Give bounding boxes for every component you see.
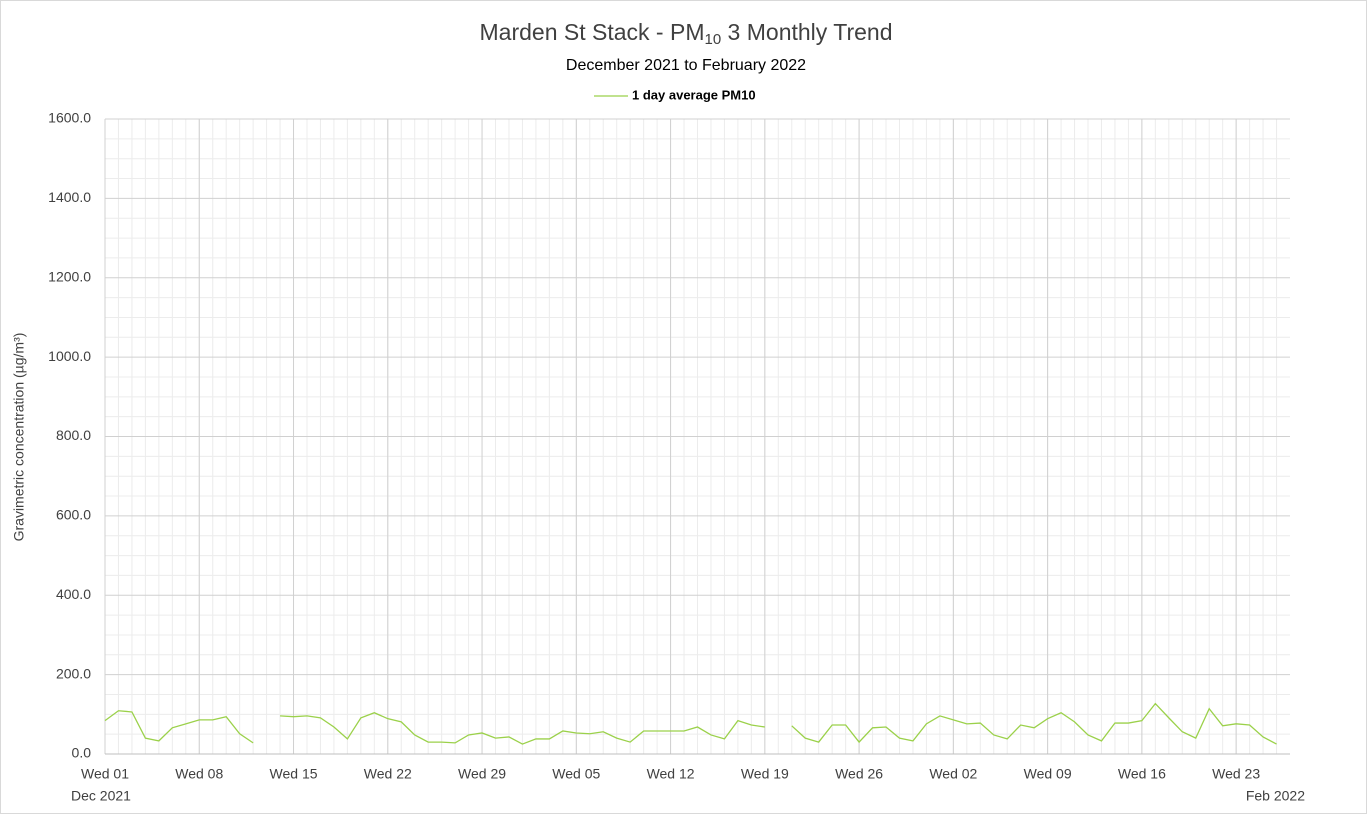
data-line — [104, 702, 1277, 745]
x-tick-label: Wed 19 — [741, 766, 789, 782]
y-tick-label: 1400.0 — [48, 189, 91, 205]
x-tick-label: Wed 01 — [81, 766, 129, 782]
y-tick-label: 1000.0 — [48, 348, 91, 364]
x-tick-label: Wed 16 — [1118, 766, 1166, 782]
y-tick-label: 400.0 — [56, 586, 91, 602]
title-part: Marden St Stack - PM — [480, 19, 705, 45]
x-tick-label: Wed 23 — [1212, 766, 1260, 782]
x-tick-label: Wed 15 — [270, 766, 318, 782]
x-tick-label: Wed 09 — [1024, 766, 1072, 782]
y-tick-label: 0.0 — [72, 745, 92, 761]
chart-title: Marden St Stack - PM10 3 Monthly Trend — [480, 19, 893, 48]
x-tick-label: Wed 12 — [647, 766, 695, 782]
title-subscript: 10 — [704, 31, 721, 48]
y-tick-label: 1200.0 — [48, 268, 91, 284]
x-tick-label: Wed 22 — [364, 766, 412, 782]
x-period-label: Dec 2021 — [71, 788, 131, 804]
x-period-label: Feb 2022 — [1246, 788, 1305, 804]
y-tick-label: 600.0 — [56, 507, 91, 523]
y-tick-label: 1600.0 — [48, 110, 91, 126]
x-tick-label: Wed 02 — [929, 766, 977, 782]
x-tick-label: Wed 08 — [175, 766, 223, 782]
x-tick-label: Wed 29 — [458, 766, 506, 782]
chart-subtitle: December 2021 to February 2022 — [566, 57, 806, 74]
x-tick-label: Wed 26 — [835, 766, 883, 782]
x-tick-label: Wed 05 — [552, 766, 600, 782]
title-part: 3 Monthly Trend — [721, 19, 892, 45]
y-tick-label: 200.0 — [56, 665, 91, 681]
legend-label: 1 day average PM10 — [632, 87, 756, 102]
y-axis-label: Gravimetric concentration (µg/m³) — [11, 333, 27, 542]
y-tick-label: 800.0 — [56, 427, 91, 443]
